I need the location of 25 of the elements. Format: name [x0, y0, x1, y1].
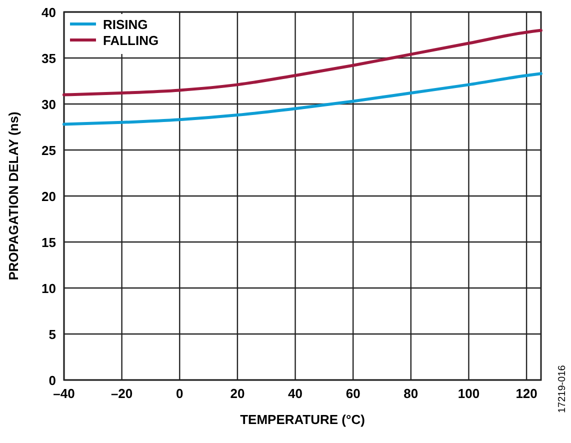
y-tick-label: 25: [42, 143, 56, 158]
x-tick-label: 120: [516, 386, 538, 401]
y-tick-label: 15: [42, 235, 56, 250]
text: 17219-016: [557, 364, 568, 413]
y-tick-label: 0: [48, 373, 56, 388]
x-tick-label: 100: [458, 386, 480, 401]
x-tick-label: –40: [53, 386, 75, 401]
x-tick-label: 20: [230, 386, 245, 401]
x-tick-label: –20: [110, 386, 133, 401]
line-series: [62, 72, 542, 126]
y-tick-label: 10: [42, 281, 56, 296]
y-tick-label: 35: [42, 51, 56, 66]
y-tick-label: 30: [42, 97, 56, 112]
legend-label: FALLING: [103, 33, 159, 48]
line-series: [62, 28, 542, 96]
x-tick-label: 0: [176, 386, 184, 401]
x-tick-label: 60: [346, 386, 360, 401]
y-tick-label: 40: [42, 5, 56, 20]
x-tick-label: 80: [404, 386, 418, 401]
y-axis-title: PROPAGATION DELAY (ns): [6, 112, 21, 280]
y-tick-label: 5: [48, 327, 56, 342]
x-axis-title: TEMPERATURE (°C): [240, 412, 365, 427]
x-tick-label: 40: [288, 386, 303, 401]
y-tick-label: 20: [42, 189, 56, 204]
legend-label: RISING: [103, 17, 148, 32]
